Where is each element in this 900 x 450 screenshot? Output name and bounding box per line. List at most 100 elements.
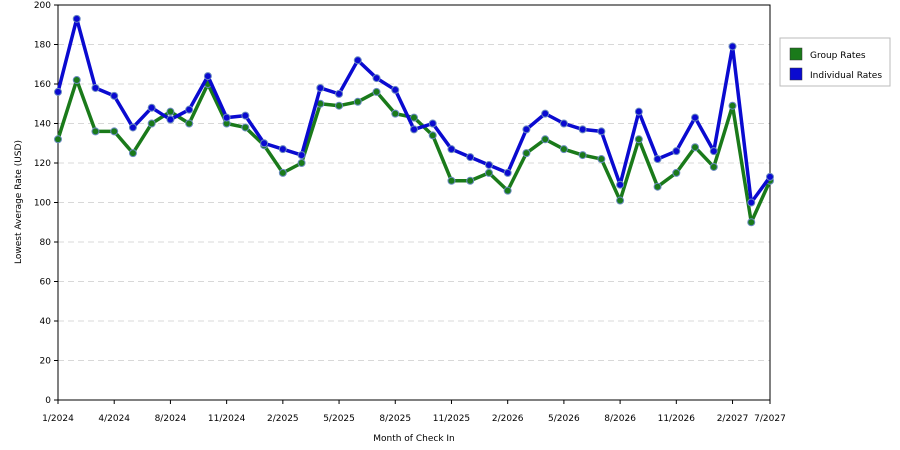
data-point [672,168,681,177]
data-point [128,123,137,132]
data-point [241,123,250,132]
data-point [410,113,418,122]
data-point [691,113,700,122]
data-point [372,87,381,96]
data-point [297,151,306,160]
data-point [353,56,362,65]
legend-swatch [789,67,803,81]
data-point [203,72,212,81]
x-tick-label: 2/2025 [267,414,299,424]
data-point [597,127,606,136]
data-point [503,168,512,177]
data-point [391,85,400,94]
data-point [372,74,381,83]
data-point [147,103,156,112]
data-point [484,160,493,169]
y-tick-label: 200 [34,1,51,11]
legend-label: Individual Rates [810,71,882,81]
data-point [72,76,81,85]
data-point [522,125,531,134]
x-tick-label: 4/2024 [98,414,130,424]
y-tick-label: 160 [34,80,51,90]
data-point [522,149,531,158]
data-point [278,145,287,154]
data-point [260,139,269,148]
x-tick-label: 5/2026 [548,414,580,424]
data-point [634,107,643,116]
x-tick-label: 11/2024 [208,414,246,424]
y-tick-label: 40 [40,317,52,327]
data-point [559,145,568,154]
data-point [616,196,625,205]
data-point [410,125,418,134]
data-point [466,153,475,162]
data-point [672,147,681,156]
data-point [484,168,493,177]
data-point [466,176,475,185]
data-point [91,127,100,136]
data-point [616,180,625,189]
data-point [447,176,456,185]
data-point [597,155,606,164]
data-point [110,91,119,100]
data-point [653,182,662,191]
y-tick-label: 0 [45,396,51,406]
data-point [709,162,718,171]
x-tick-label: 11/2025 [433,414,470,424]
data-point [541,135,550,144]
data-point [297,159,306,167]
data-point [353,97,362,106]
data-point [185,119,194,128]
data-point [166,115,175,124]
legend-swatch [789,47,803,61]
data-point [278,168,287,177]
data-point [766,172,774,181]
legend-label: Group Rates [810,51,866,61]
x-tick-label: 2/2026 [492,414,524,424]
data-point [222,113,231,122]
data-point [428,131,437,140]
x-tick-label: 8/2024 [155,414,187,424]
data-point [91,83,100,92]
x-axis-label: Month of Check In [373,434,455,444]
data-point [185,105,194,114]
data-point [447,145,456,154]
data-point [578,125,587,134]
y-tick-label: 60 [40,278,52,288]
x-tick-label: 11/2026 [658,414,696,424]
data-point [391,109,400,118]
y-tick-label: 180 [34,41,51,51]
y-tick-label: 80 [40,238,52,248]
data-point [72,14,81,23]
x-tick-label: 1/2024 [42,414,74,424]
data-point [541,109,550,118]
data-point [54,135,62,144]
data-point [578,151,587,160]
data-point [147,119,156,128]
data-point [709,147,718,156]
data-point [747,218,756,227]
y-tick-label: 20 [40,357,52,367]
y-tick-label: 100 [34,199,51,209]
data-point [634,135,643,144]
data-point [166,107,175,116]
data-point [747,198,756,207]
data-point [54,87,62,96]
data-point [316,83,325,92]
data-point [559,119,568,128]
x-tick-label: 7/2027 [754,414,786,424]
data-point [653,155,662,164]
data-point [110,127,119,136]
x-tick-label: 2/2027 [717,414,749,424]
data-point [428,119,437,128]
data-point [241,111,250,120]
data-point [728,101,737,110]
y-tick-label: 120 [34,159,51,169]
data-point [503,186,512,195]
y-axis-label: Lowest Average Rate (USD) [14,140,24,264]
x-tick-label: 5/2025 [323,414,355,424]
x-tick-label: 8/2026 [604,414,636,424]
plot-frame [57,4,771,401]
x-tick-label: 8/2025 [379,414,411,424]
